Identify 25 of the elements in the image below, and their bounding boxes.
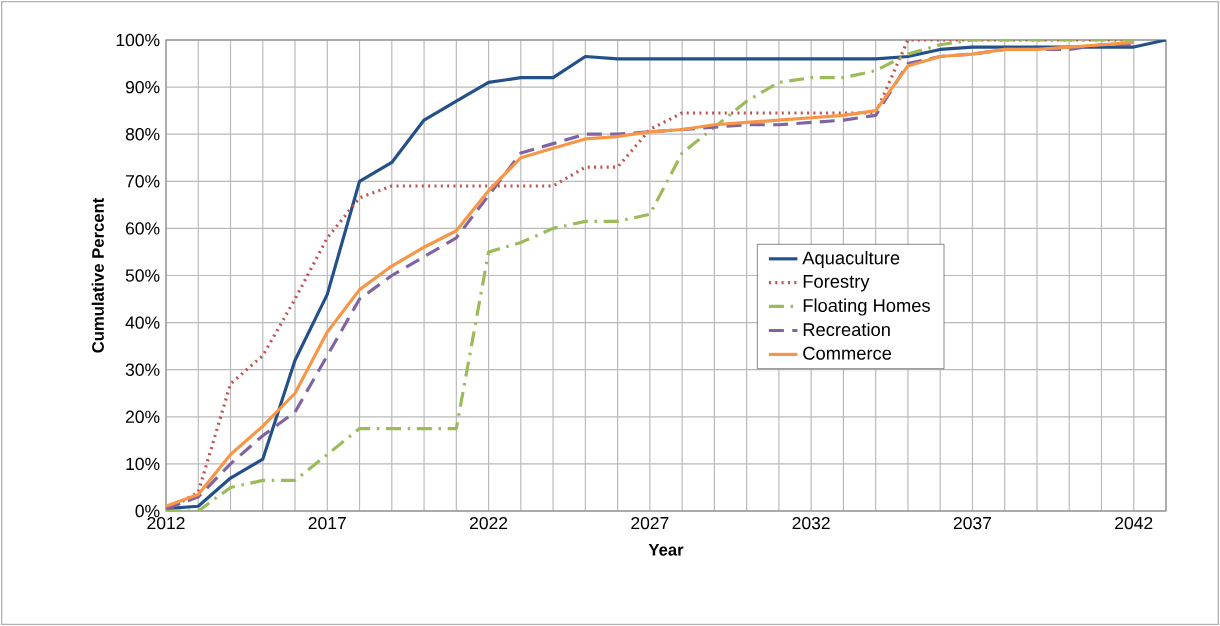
- y-tick-label: 40%: [125, 316, 160, 329]
- y-tick-label: 100%: [116, 33, 160, 47]
- legend-label: Floating Homes: [803, 298, 930, 316]
- x-tick-label: 2042: [1115, 516, 1153, 530]
- x-tick-label: 2017: [308, 516, 346, 530]
- y-tick-label: 10%: [126, 457, 160, 471]
- x-tick-label: 2032: [792, 516, 830, 530]
- y-tick-label: 0%: [135, 504, 160, 518]
- x-tick-label: 2012: [147, 516, 185, 530]
- x-tick-label: 2037: [953, 516, 992, 530]
- legend-label: Aquaculture: [802, 250, 900, 269]
- x-axis-title: Year: [648, 544, 684, 556]
- y-tick-label: 30%: [125, 363, 160, 376]
- y-tick-label: 50%: [125, 269, 160, 282]
- y-tick-label: 70%: [125, 175, 160, 188]
- legend-label: Commerce: [803, 346, 892, 360]
- y-tick-label: 80%: [125, 128, 160, 141]
- x-tick-label: 2027: [631, 516, 669, 530]
- y-axis-title: Cumulative Percent: [91, 197, 104, 353]
- x-tick-label: 2022: [470, 516, 508, 530]
- legend-label: Forestry: [803, 275, 870, 292]
- y-tick-label: 20%: [125, 410, 160, 424]
- legend-label: Recreation: [803, 322, 890, 337]
- y-tick-label: 90%: [125, 80, 160, 94]
- y-tick-label: 60%: [125, 222, 160, 235]
